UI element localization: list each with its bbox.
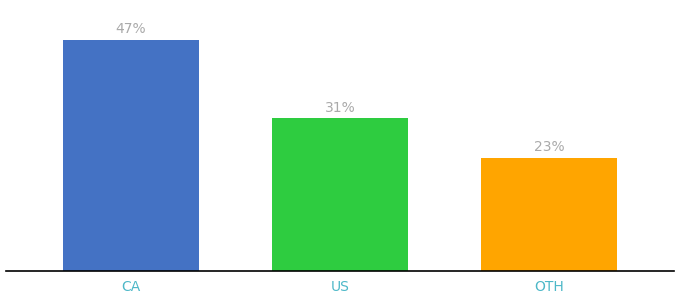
Text: 47%: 47% (116, 22, 146, 37)
Text: 31%: 31% (324, 101, 356, 115)
Bar (481, 158, 617, 271)
Text: 23%: 23% (534, 140, 564, 154)
Bar (272, 118, 408, 271)
Bar (63, 40, 199, 271)
